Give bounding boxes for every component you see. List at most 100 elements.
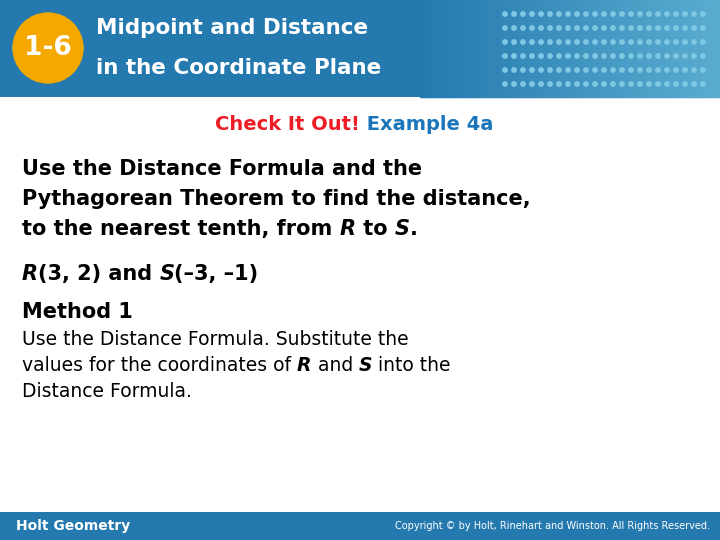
Circle shape xyxy=(683,40,687,44)
Circle shape xyxy=(521,26,525,30)
Circle shape xyxy=(683,54,687,58)
Circle shape xyxy=(521,82,525,86)
Circle shape xyxy=(674,68,678,72)
Circle shape xyxy=(548,54,552,58)
Circle shape xyxy=(629,12,633,16)
Circle shape xyxy=(692,82,696,86)
Circle shape xyxy=(674,40,678,44)
Text: (3, 2) and: (3, 2) and xyxy=(38,264,160,284)
Circle shape xyxy=(647,26,651,30)
Circle shape xyxy=(593,54,597,58)
Circle shape xyxy=(656,40,660,44)
Circle shape xyxy=(674,12,678,16)
Circle shape xyxy=(701,40,705,44)
Circle shape xyxy=(611,54,615,58)
Circle shape xyxy=(575,26,579,30)
Circle shape xyxy=(638,82,642,86)
Text: S: S xyxy=(160,264,174,284)
Circle shape xyxy=(647,12,651,16)
Circle shape xyxy=(503,12,507,16)
Circle shape xyxy=(584,54,588,58)
Circle shape xyxy=(620,26,624,30)
Circle shape xyxy=(584,82,588,86)
Circle shape xyxy=(512,54,516,58)
Circle shape xyxy=(575,12,579,16)
Circle shape xyxy=(674,54,678,58)
Circle shape xyxy=(629,82,633,86)
Circle shape xyxy=(512,26,516,30)
Circle shape xyxy=(593,82,597,86)
Circle shape xyxy=(503,40,507,44)
Circle shape xyxy=(620,82,624,86)
Circle shape xyxy=(602,54,606,58)
Circle shape xyxy=(692,12,696,16)
Circle shape xyxy=(656,12,660,16)
Circle shape xyxy=(13,13,83,83)
Circle shape xyxy=(665,54,669,58)
Circle shape xyxy=(539,12,543,16)
Circle shape xyxy=(701,68,705,72)
Circle shape xyxy=(539,26,543,30)
Circle shape xyxy=(629,68,633,72)
Circle shape xyxy=(566,40,570,44)
Text: Example 4a: Example 4a xyxy=(360,116,493,134)
Circle shape xyxy=(701,82,705,86)
Circle shape xyxy=(638,12,642,16)
Circle shape xyxy=(611,12,615,16)
Circle shape xyxy=(575,68,579,72)
Circle shape xyxy=(566,82,570,86)
Circle shape xyxy=(521,40,525,44)
Circle shape xyxy=(611,68,615,72)
Circle shape xyxy=(512,82,516,86)
Text: into the: into the xyxy=(372,356,451,375)
Circle shape xyxy=(665,40,669,44)
Text: Check It Out!: Check It Out! xyxy=(215,116,360,134)
Text: values for the coordinates of: values for the coordinates of xyxy=(22,356,297,375)
Bar xyxy=(0,512,720,540)
Circle shape xyxy=(647,68,651,72)
Circle shape xyxy=(692,40,696,44)
Text: to: to xyxy=(356,219,395,239)
Circle shape xyxy=(602,26,606,30)
Circle shape xyxy=(557,26,561,30)
Circle shape xyxy=(557,40,561,44)
Circle shape xyxy=(647,82,651,86)
Circle shape xyxy=(548,82,552,86)
Circle shape xyxy=(530,54,534,58)
Text: Distance Formula.: Distance Formula. xyxy=(22,382,192,401)
Circle shape xyxy=(566,68,570,72)
Circle shape xyxy=(665,82,669,86)
Text: Use the Distance Formula. Substitute the: Use the Distance Formula. Substitute the xyxy=(22,330,409,349)
Circle shape xyxy=(584,12,588,16)
Circle shape xyxy=(665,26,669,30)
Circle shape xyxy=(611,26,615,30)
Text: 1-6: 1-6 xyxy=(24,35,72,61)
Circle shape xyxy=(701,12,705,16)
Circle shape xyxy=(683,68,687,72)
Circle shape xyxy=(512,68,516,72)
Circle shape xyxy=(566,12,570,16)
Circle shape xyxy=(539,82,543,86)
Circle shape xyxy=(656,54,660,58)
Circle shape xyxy=(692,68,696,72)
Circle shape xyxy=(548,40,552,44)
Circle shape xyxy=(512,12,516,16)
Circle shape xyxy=(629,54,633,58)
Circle shape xyxy=(620,12,624,16)
Text: (–3, –1): (–3, –1) xyxy=(174,264,258,284)
Circle shape xyxy=(557,12,561,16)
Text: R: R xyxy=(22,264,38,284)
Circle shape xyxy=(665,12,669,16)
Circle shape xyxy=(566,26,570,30)
Circle shape xyxy=(638,26,642,30)
Circle shape xyxy=(503,54,507,58)
Circle shape xyxy=(620,54,624,58)
Circle shape xyxy=(530,82,534,86)
Circle shape xyxy=(665,68,669,72)
Circle shape xyxy=(575,54,579,58)
Bar xyxy=(0,0,720,97)
Circle shape xyxy=(539,40,543,44)
Circle shape xyxy=(683,26,687,30)
Circle shape xyxy=(701,26,705,30)
Circle shape xyxy=(575,82,579,86)
